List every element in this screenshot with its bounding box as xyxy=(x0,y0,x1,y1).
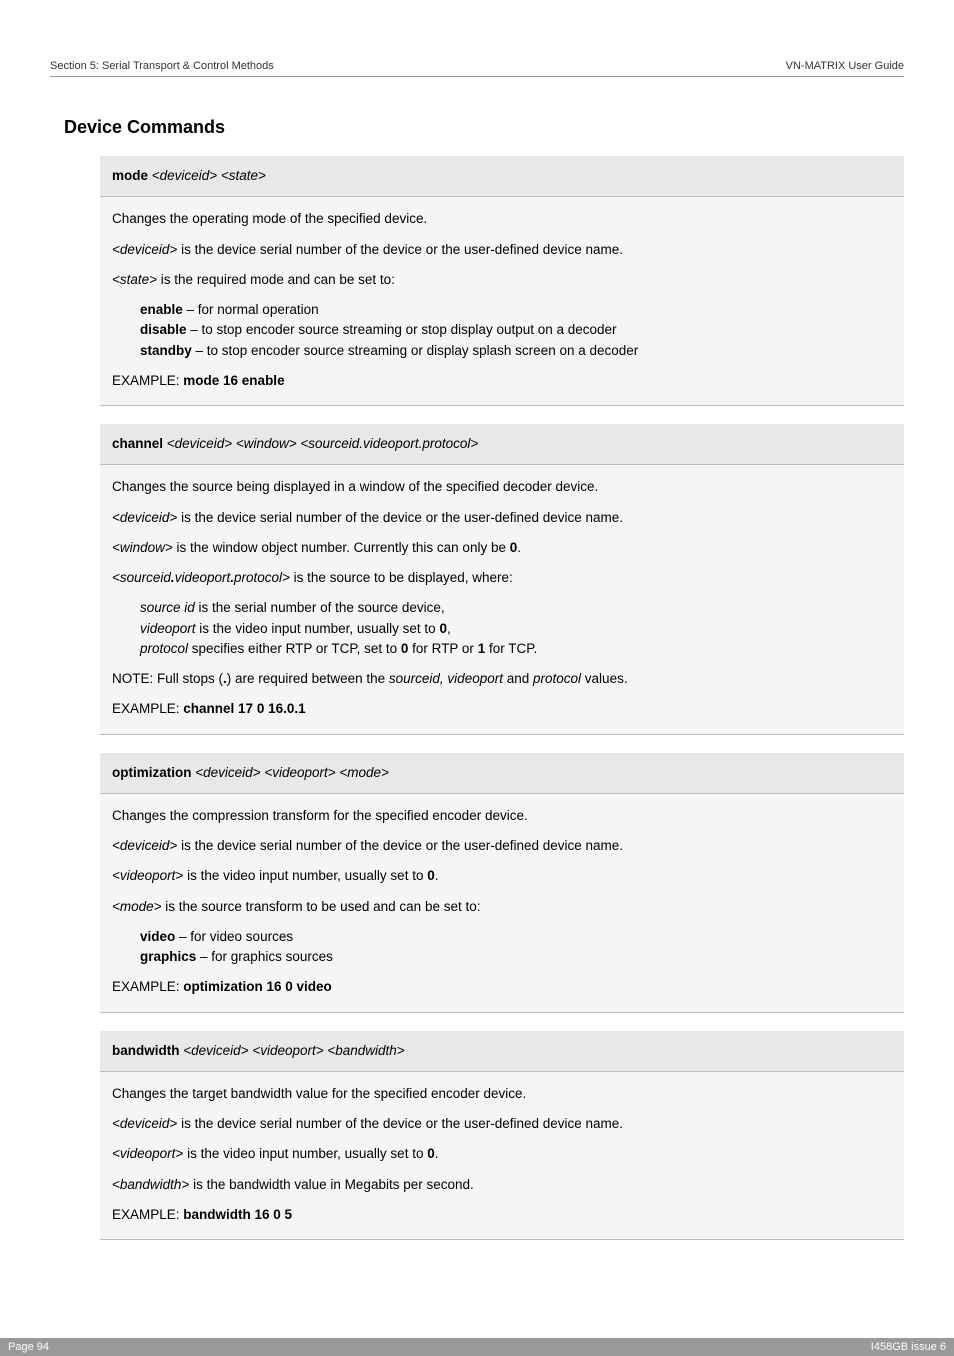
command-block-mode: mode <deviceid> <state> Changes the oper… xyxy=(100,156,904,406)
command-body: Changes the compression transform for th… xyxy=(100,794,904,1013)
command-header: channel <deviceid> <window> <sourceid.vi… xyxy=(100,424,904,465)
command-name: bandwidth xyxy=(112,1043,180,1058)
command-header: bandwidth <deviceid> <videoport> <bandwi… xyxy=(100,1031,904,1072)
command-args: <deviceid> <window> <sourceid.videoport.… xyxy=(167,436,478,451)
command-block-channel: channel <deviceid> <window> <sourceid.vi… xyxy=(100,424,904,735)
header-left: Section 5: Serial Transport & Control Me… xyxy=(50,60,274,72)
page-header: Section 5: Serial Transport & Control Me… xyxy=(50,60,904,77)
command-body: Changes the operating mode of the specif… xyxy=(100,197,904,406)
section-title: Device Commands xyxy=(64,117,904,138)
command-header: mode <deviceid> <state> xyxy=(100,156,904,197)
command-name: channel xyxy=(112,436,163,451)
page-footer: Page 94 I458GB issue 6 xyxy=(0,1338,954,1356)
command-args: <deviceid> <videoport> <mode> xyxy=(195,765,389,780)
command-header: optimization <deviceid> <videoport> <mod… xyxy=(100,753,904,794)
command-args: <deviceid> <videoport> <bandwidth> xyxy=(183,1043,404,1058)
command-block-optimization: optimization <deviceid> <videoport> <mod… xyxy=(100,753,904,1013)
footer-right: I458GB issue 6 xyxy=(871,1341,946,1353)
command-name: optimization xyxy=(112,765,192,780)
command-args: <deviceid> <state> xyxy=(152,168,266,183)
header-right: VN-MATRIX User Guide xyxy=(786,60,904,72)
command-body: Changes the target bandwidth value for t… xyxy=(100,1072,904,1240)
footer-left: Page 94 xyxy=(8,1341,49,1353)
page: Section 5: Serial Transport & Control Me… xyxy=(0,0,954,1298)
command-name: mode xyxy=(112,168,148,183)
command-body: Changes the source being displayed in a … xyxy=(100,465,904,734)
command-block-bandwidth: bandwidth <deviceid> <videoport> <bandwi… xyxy=(100,1031,904,1241)
